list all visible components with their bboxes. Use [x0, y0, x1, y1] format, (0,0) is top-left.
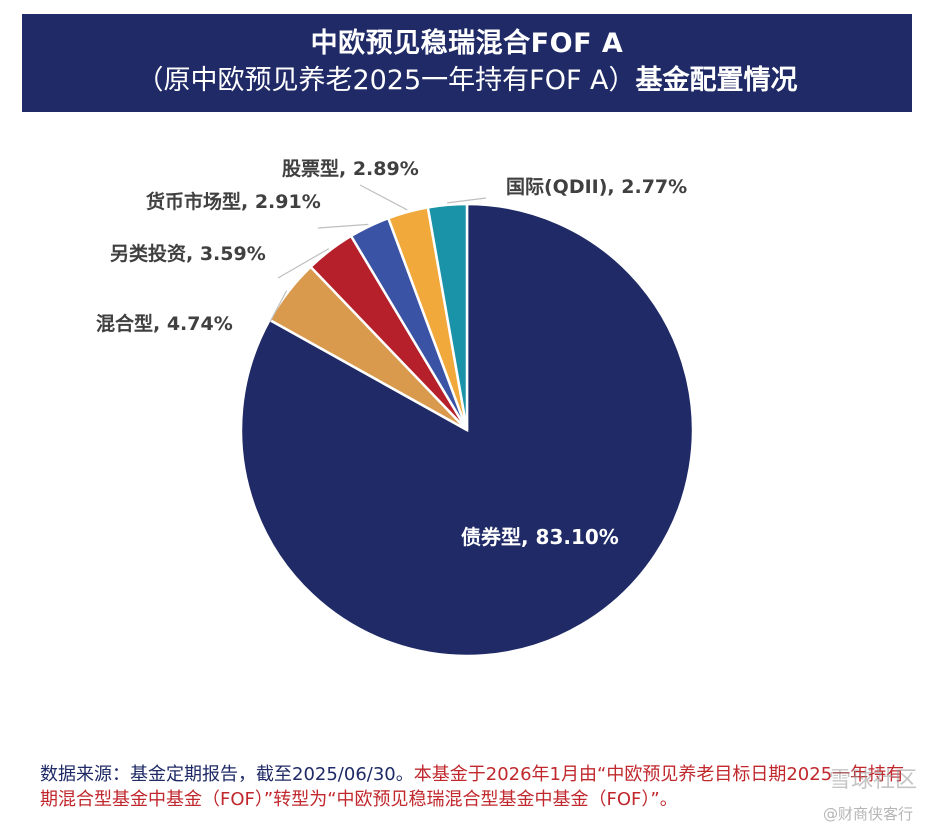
- leader-line-2: [277, 248, 330, 279]
- pie-slice-label-2: 另类投资, 3.59%: [110, 242, 266, 265]
- footer-note: 数据来源：基金定期报告，截至2025/06/30。本基金于2026年1月由“中欧…: [40, 762, 915, 812]
- leader-line-4: [359, 184, 408, 211]
- fund-conversion-note: 本基金于2026年1月由“中欧预见养老目标日期2025一年持有期混合型基金中基金…: [40, 764, 905, 810]
- chart-subtitle: （原中欧预见养老2025一年持有FOF A）基金配置情况: [22, 62, 912, 100]
- pie-slice-label-3: 货币市场型, 2.91%: [146, 190, 321, 213]
- data-source-text: 数据来源：基金定期报告，截至2025/06/30。: [40, 764, 414, 785]
- chart-title-banner: 中欧预见稳瑞混合FOF A （原中欧预见养老2025一年持有FOF A）基金配置…: [22, 14, 912, 112]
- pie-slice-label-0: 债券型, 83.10%: [461, 525, 619, 549]
- pie-slice-label-1: 混合型, 4.74%: [96, 312, 233, 335]
- chart-subtitle-bold: 基金配置情况: [635, 65, 798, 96]
- pie-slice-label-4: 股票型, 2.89%: [282, 157, 419, 180]
- chart-title: 中欧预见稳瑞混合FOF A: [310, 28, 624, 59]
- leader-line-1: [269, 290, 288, 323]
- chart-subtitle-prefix: （原中欧预见养老2025一年持有FOF A）: [136, 65, 636, 96]
- pie-slice-label-5: 国际(QDII), 2.77%: [506, 176, 687, 198]
- leader-line-3: [317, 223, 369, 229]
- leader-line-5: [447, 197, 487, 204]
- pie-slice-5: [426, 202, 469, 431]
- watermark-author: @财商侠客行: [822, 805, 913, 823]
- watermark-logo-text: 雪球社区: [828, 768, 917, 793]
